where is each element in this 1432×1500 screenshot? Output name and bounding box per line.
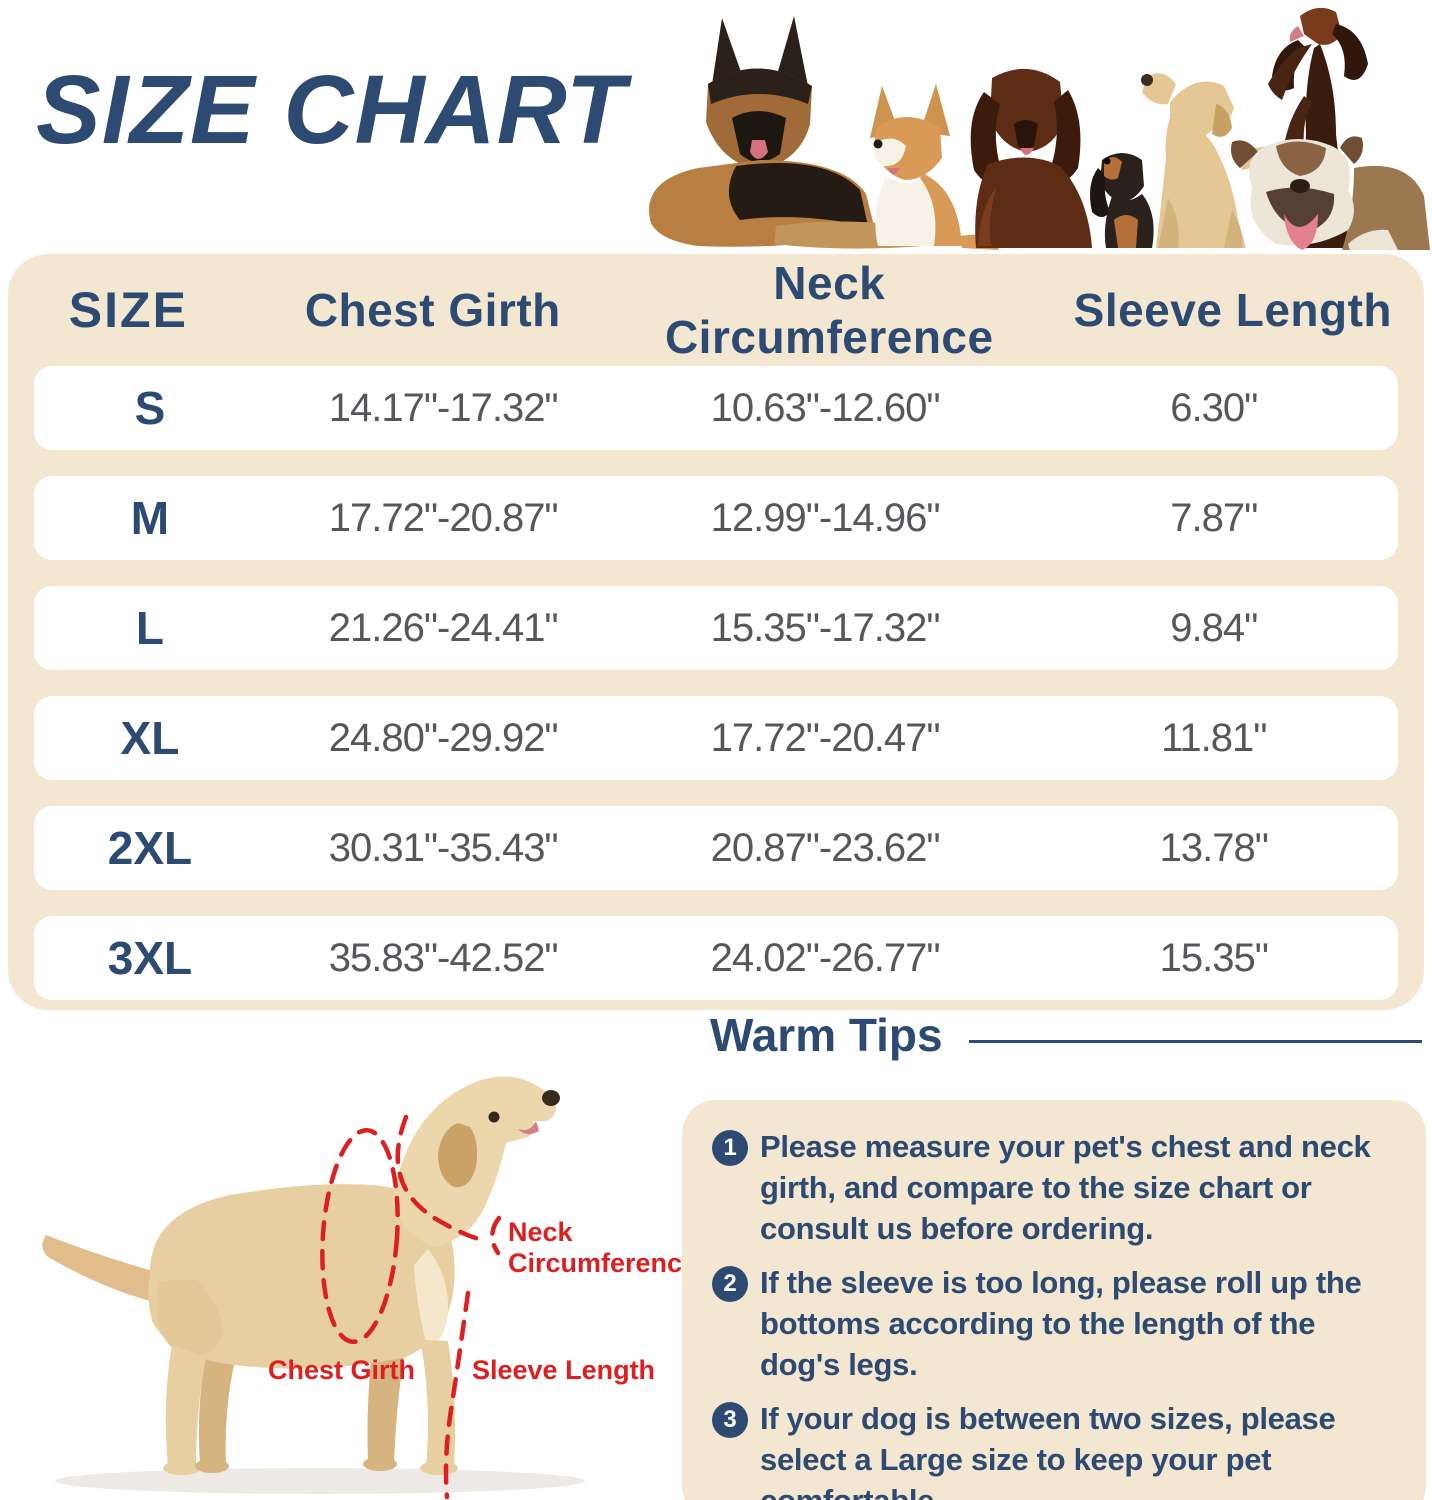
size-cell: 2XL: [107, 822, 193, 874]
dog-dachshund: [1090, 153, 1154, 248]
tip-item: 2 If the sleeve is too long, please roll…: [712, 1262, 1402, 1385]
chest-cell: 24.80"-29.92": [328, 715, 559, 760]
warm-tips-box: 1 Please measure your pet's chest and ne…: [682, 1100, 1426, 1500]
size-cell: L: [135, 602, 164, 654]
tip-item: 1 Please measure your pet's chest and ne…: [712, 1126, 1402, 1249]
tip-item: 3 If your dog is between two sizes, plea…: [712, 1398, 1402, 1500]
labrador-measurement-illustration: [42, 1076, 585, 1500]
chest-cell: 14.17"-17.32": [328, 385, 559, 430]
neck-cell: 17.72"-20.47": [710, 715, 941, 760]
sleeve-cell: 13.78": [1159, 825, 1269, 870]
size-table: SIZE Chest Girth Neck Circumference Slee…: [8, 254, 1424, 1010]
column-header-sleeve-length: Sleeve Length: [1073, 284, 1393, 336]
chest-girth-label: Chest Girth: [268, 1355, 416, 1385]
tip-number-badge: 3: [712, 1402, 748, 1438]
sleeve-cell: 7.87": [1170, 495, 1258, 540]
measurement-diagram: Neck Circumference Chest Girth Sleeve Le…: [0, 1025, 698, 1500]
warm-tips-title: Warm Tips: [710, 1009, 943, 1061]
table-header: SIZE Chest Girth Neck Circumference Slee…: [8, 254, 1424, 366]
column-header-chest-girth: Chest Girth: [304, 284, 561, 336]
neck-circumference-label: Neck Circumference: [508, 1217, 698, 1279]
size-cell: XL: [120, 712, 180, 764]
size-cell: M: [130, 492, 170, 544]
neck-cell: 15.35"-17.32": [710, 605, 941, 650]
page-title: SIZE CHART: [36, 55, 627, 164]
header-dogs-photo: [649, 7, 1430, 250]
warm-tips-header: Warm Tips: [710, 1008, 1422, 1062]
dog-corgi: [870, 84, 1002, 250]
sleeve-cell: 9.84": [1170, 605, 1258, 650]
table-body: S 14.17"-17.32" 10.63"-12.60" 6.30" M 17…: [8, 366, 1424, 1000]
neck-cell: 10.63"-12.60": [710, 385, 941, 430]
tip-text: If your dog is between two sizes, please…: [760, 1401, 1336, 1500]
dog-spaniel: [970, 68, 1092, 248]
sleeve-cell: 6.30": [1170, 385, 1258, 430]
table-row: L 21.26"-24.41" 15.35"-17.32" 9.84": [34, 586, 1398, 670]
table-row: M 17.72"-20.87" 12.99"-14.96" 7.87": [34, 476, 1398, 560]
chest-cell: 17.72"-20.87": [328, 495, 559, 540]
neck-cell: 12.99"-14.96": [710, 495, 941, 540]
table-row: XL 24.80"-29.92" 17.72"-20.47" 11.81": [34, 696, 1398, 780]
dog-bulldog: [1231, 136, 1430, 250]
tip-number-badge: 2: [712, 1266, 748, 1302]
chest-cell: 35.83"-42.52": [328, 935, 559, 980]
column-header-size: SIZE: [68, 282, 188, 338]
table-row: 3XL 35.83"-42.52" 24.02"-26.77" 15.35": [34, 916, 1398, 1000]
measurement-dashes: [320, 1114, 502, 1500]
tip-text: Please measure your pet's chest and neck…: [760, 1129, 1371, 1246]
column-header-neck-circumference: Neck Circumference: [664, 257, 994, 363]
sleeve-cell: 15.35": [1159, 935, 1269, 980]
chest-cell: 21.26"-24.41": [328, 605, 559, 650]
table-row: S 14.17"-17.32" 10.63"-12.60" 6.30": [34, 366, 1398, 450]
table-row: 2XL 30.31"-35.43" 20.87"-23.62" 13.78": [34, 806, 1398, 890]
neck-cell: 20.87"-23.62": [710, 825, 941, 870]
chest-cell: 30.31"-35.43": [328, 825, 559, 870]
neck-cell: 24.02"-26.77": [710, 935, 941, 980]
size-cell: 3XL: [107, 932, 193, 984]
tip-text: If the sleeve is too long, please roll u…: [760, 1265, 1362, 1382]
tip-number-badge: 1: [712, 1130, 748, 1166]
sleeve-cell: 11.81": [1161, 715, 1267, 760]
sleeve-length-label: Sleeve Length: [472, 1355, 656, 1385]
heading-rule: [968, 1039, 1422, 1043]
size-cell: S: [134, 382, 166, 434]
